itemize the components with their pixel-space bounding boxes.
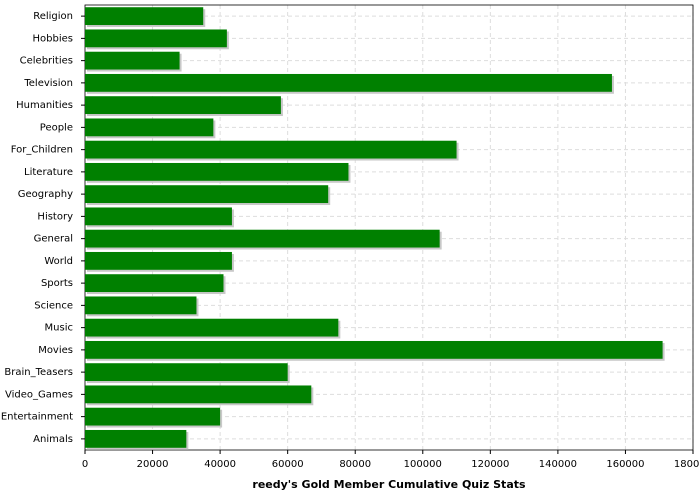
bar xyxy=(85,363,288,382)
y-tick-label: Music xyxy=(45,323,73,334)
bar xyxy=(85,140,457,159)
bar xyxy=(85,162,349,181)
y-tick-label: Entertainment xyxy=(1,412,73,423)
bar xyxy=(85,73,612,92)
x-tick-label: 60000 xyxy=(272,459,304,470)
x-tick-label: 180000 xyxy=(674,459,700,470)
bar xyxy=(85,318,339,337)
x-tick-label: 20000 xyxy=(137,459,169,470)
y-tick-label: Video_Games xyxy=(5,389,73,400)
y-tick-label: General xyxy=(34,234,73,245)
y-tick-label: Science xyxy=(34,300,73,311)
y-tick-label: Sports xyxy=(41,278,73,289)
y-tick-label: Brain_Teasers xyxy=(4,367,73,378)
y-tick-label: Religion xyxy=(33,11,73,22)
bar xyxy=(85,296,197,315)
y-tick-label: Animals xyxy=(33,434,73,445)
bar xyxy=(85,229,440,248)
x-tick-label: 120000 xyxy=(471,459,509,470)
y-tick-label: Geography xyxy=(18,189,73,200)
y-tick-label: Television xyxy=(23,78,73,89)
bar xyxy=(85,274,224,293)
x-tick-label: 0 xyxy=(82,459,88,470)
plot-frame xyxy=(84,4,694,451)
x-tick-label: 100000 xyxy=(404,459,442,470)
y-tick-label: Literature xyxy=(24,167,73,178)
x-axis-label: reedy's Gold Member Cumulative Quiz Stat… xyxy=(252,478,526,491)
y-tick-label: Humanities xyxy=(16,100,73,111)
y-tick-label: Hobbies xyxy=(33,33,73,44)
bar xyxy=(85,385,312,404)
y-tick-label: History xyxy=(37,211,73,222)
bar xyxy=(85,429,187,448)
bar xyxy=(85,51,180,70)
x-tick-label: 40000 xyxy=(204,459,236,470)
bar xyxy=(85,185,329,204)
bar xyxy=(85,118,214,137)
bar xyxy=(85,29,227,48)
bar xyxy=(85,407,221,426)
y-tick-label: Celebrities xyxy=(20,56,73,67)
bar xyxy=(85,207,232,226)
x-tick-label: 140000 xyxy=(539,459,577,470)
x-tick-label: 80000 xyxy=(339,459,371,470)
y-tick-label: For_Children xyxy=(11,145,73,156)
bar xyxy=(85,7,204,26)
bar xyxy=(85,251,232,270)
bar xyxy=(85,96,281,115)
bar xyxy=(85,340,663,359)
x-tick-label: 160000 xyxy=(606,459,644,470)
y-tick-label: Movies xyxy=(38,345,73,356)
y-tick-label: World xyxy=(44,256,73,267)
y-tick-label: People xyxy=(40,122,73,133)
